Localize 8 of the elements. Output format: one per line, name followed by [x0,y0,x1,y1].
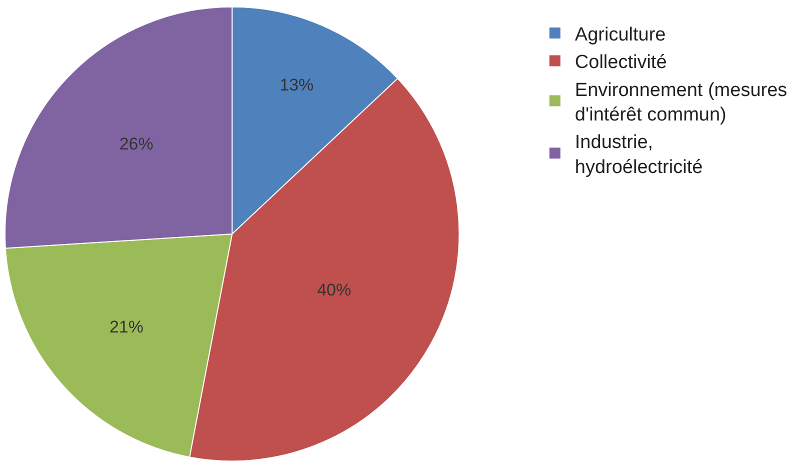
data-label: 40% [317,280,352,300]
legend-label: Industrie, hydroélectricité [574,132,703,178]
data-label: 21% [109,318,144,337]
legend-label: Collectivité [574,52,667,74]
data-label: 13% [280,75,314,94]
legend-label: Environnement (mesures d'intérêt commun) [574,80,788,126]
data-label: 26% [119,134,154,154]
legend-label: Agriculture [574,24,666,46]
